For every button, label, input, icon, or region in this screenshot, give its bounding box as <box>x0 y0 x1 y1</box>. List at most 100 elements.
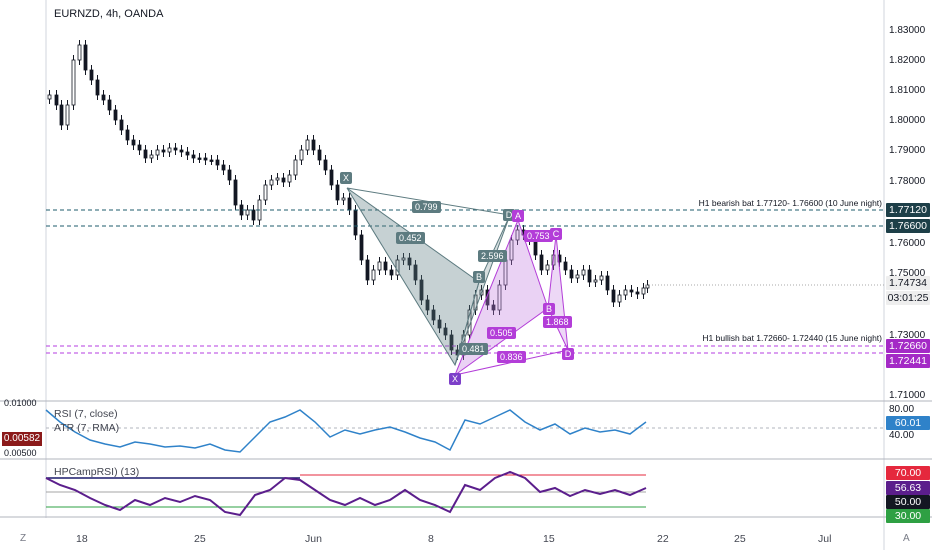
candle <box>107 99 112 111</box>
candle <box>347 197 352 211</box>
rsi-atr-pane[interactable]: RSI (7, close) ATR (7, RMA) 0.01000 0.00… <box>0 398 932 460</box>
bearish-bottom-price-badge: 1.76600 <box>886 219 930 233</box>
candle <box>281 177 286 183</box>
price-tick: 1.83000 <box>889 25 926 36</box>
candle <box>197 157 202 160</box>
candle <box>131 139 136 146</box>
candle <box>497 284 502 311</box>
candle <box>149 154 154 159</box>
candle <box>119 119 124 131</box>
candle <box>233 179 238 206</box>
atr-indicator-label[interactable]: ATR (7, RMA) <box>54 422 120 434</box>
candle <box>401 257 406 261</box>
candle <box>317 149 322 161</box>
teal-point-b: B <box>473 271 485 283</box>
atr-axis-top: 0.01000 <box>4 398 37 408</box>
candle <box>545 264 550 271</box>
rsi-indicator-label[interactable]: RSI (7, close) <box>54 408 118 420</box>
candle <box>167 147 172 153</box>
candle <box>449 334 454 351</box>
candle <box>431 309 436 321</box>
candle <box>71 59 76 106</box>
hpc-value-badge: 56.63 <box>886 481 930 495</box>
candle <box>209 159 214 162</box>
rsi-value-badge: 60.01 <box>886 416 930 430</box>
candle <box>599 275 604 281</box>
zoom-reset-icon[interactable]: Z <box>20 533 27 544</box>
price-tick: 1.81000 <box>889 85 926 96</box>
candle <box>539 254 544 271</box>
bullish-top-price-badge: 1.72660 <box>886 339 930 353</box>
chart-title: EURNZD, 4h, OANDA <box>54 8 164 20</box>
hpc-indicator-label[interactable]: HPCampRSI) (13) <box>54 466 140 478</box>
candle <box>299 149 304 161</box>
price-tick: 1.75000 <box>889 268 926 279</box>
candle <box>113 109 118 121</box>
teal-point-x: X <box>340 172 352 184</box>
candle <box>95 79 100 96</box>
candle <box>611 289 616 303</box>
date-axis[interactable]: 18 25 Jun 8 15 22 25 Jul Z A <box>0 518 932 550</box>
candle <box>443 327 448 336</box>
candle <box>287 174 292 183</box>
purple-point-a: A <box>512 210 524 222</box>
candle <box>617 294 622 303</box>
candle <box>419 279 424 301</box>
date-tick: 25 <box>194 533 206 545</box>
price-tick: 1.80000 <box>889 115 926 126</box>
candle <box>635 291 640 295</box>
candle <box>389 269 394 276</box>
purple-ratio-1868: 1.868 <box>543 316 572 328</box>
candle <box>353 209 358 236</box>
rsi-line <box>45 409 647 453</box>
candle <box>593 279 598 283</box>
date-tick: 22 <box>657 533 669 545</box>
price-tick: 1.71000 <box>889 390 926 401</box>
auto-scale-icon[interactable]: A <box>903 533 910 544</box>
teal-ratio-0799: 0.799 <box>412 201 441 213</box>
candle <box>203 157 208 161</box>
candle <box>563 261 568 271</box>
candle <box>575 274 580 279</box>
bar-countdown-badge: 03:01:25 <box>886 291 930 305</box>
rsi-tick-80: 80.00 <box>889 404 915 415</box>
hpc-level-70: 70.00 <box>886 466 930 480</box>
candle <box>323 159 328 171</box>
candle <box>515 229 520 241</box>
candle <box>359 234 364 261</box>
candle <box>371 269 376 281</box>
candle <box>645 284 650 289</box>
teal-ratio-0505: 0.505 <box>487 327 516 339</box>
candle <box>311 139 316 151</box>
date-tick: 15 <box>543 533 555 545</box>
candle <box>629 289 634 293</box>
hpc-rsi-pane[interactable]: HPCampRSI) (13) 70.00 56.63 50.00 30.00 <box>0 460 932 523</box>
purple-point-d: D <box>562 348 574 360</box>
candle <box>437 319 442 329</box>
hpc-chart[interactable] <box>0 460 932 518</box>
purple-ratio-0836: 0.836 <box>497 351 526 363</box>
candle <box>245 209 250 216</box>
candle <box>491 304 496 311</box>
candle <box>185 151 190 156</box>
candle <box>179 149 184 153</box>
date-tick: 8 <box>428 533 434 545</box>
candle <box>509 239 514 261</box>
candle <box>293 159 298 176</box>
price-tick: 1.73000 <box>889 330 926 341</box>
candle <box>65 104 70 126</box>
bearish-top-price-badge: 1.77120 <box>886 203 930 217</box>
price-tick: 1.82000 <box>889 55 926 66</box>
rsi-chart[interactable] <box>0 402 932 460</box>
candle <box>407 257 412 266</box>
candle <box>83 44 88 71</box>
candle <box>251 209 256 221</box>
hpc-line <box>45 470 647 517</box>
candle <box>413 264 418 281</box>
candle <box>377 261 382 271</box>
candle <box>569 269 574 279</box>
candle <box>59 104 64 126</box>
hpc-level-50: 50.00 <box>886 495 930 509</box>
rsi-tick-40: 40.00 <box>889 430 915 441</box>
